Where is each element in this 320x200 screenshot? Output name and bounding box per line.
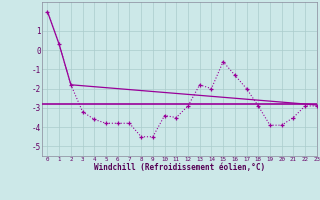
X-axis label: Windchill (Refroidissement éolien,°C): Windchill (Refroidissement éolien,°C)	[94, 163, 265, 172]
